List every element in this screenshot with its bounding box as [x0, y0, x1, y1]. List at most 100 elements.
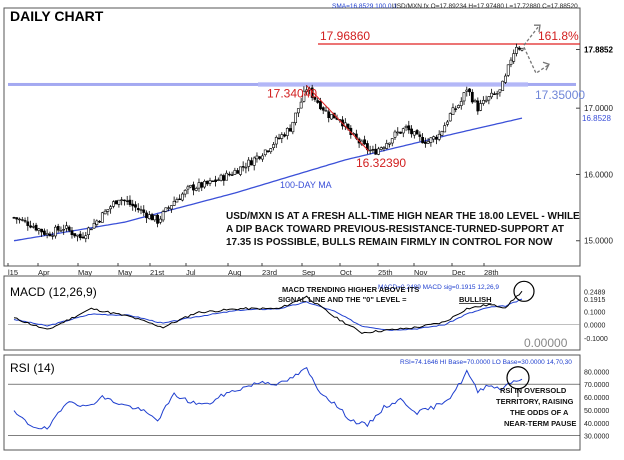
- candle-body: [125, 200, 129, 202]
- forecast-arrow-up: [523, 26, 539, 46]
- macd-title: MACD (12,26,9): [10, 285, 97, 299]
- x-axis-label: Nov: [414, 268, 428, 277]
- macd-panel-frame: [3, 275, 581, 351]
- candle-body: [266, 150, 270, 152]
- chart-title: DAILY CHART: [10, 8, 104, 24]
- candle-body: [18, 218, 21, 221]
- candle-body: [393, 131, 397, 138]
- rsi-annotation-line: NEAR-TERM PAUSE: [504, 419, 576, 428]
- candle-body: [62, 229, 66, 231]
- candle-body: [377, 148, 380, 155]
- candle-body: [396, 131, 400, 134]
- candle-body: [321, 107, 325, 111]
- candle-body: [255, 155, 259, 160]
- candle-body: [236, 170, 240, 174]
- candle-body: [12, 217, 16, 219]
- candle-body: [158, 218, 162, 223]
- candle-body: [252, 157, 256, 166]
- x-axis-label: 28th: [484, 268, 499, 277]
- candle-body: [230, 174, 234, 176]
- rsi-annotation-line: THE ODDS OF A: [510, 408, 569, 417]
- candle-body: [145, 212, 148, 219]
- price-y-tick-label: 15.0000: [584, 237, 613, 246]
- rsi-readout: RSI=74.1646 HI Base=70.0000 LO Base=30.0…: [400, 359, 572, 366]
- candle-body: [418, 134, 422, 137]
- candle-body: [407, 125, 411, 131]
- candle-body: [114, 200, 118, 205]
- sma-readout: SMA=16.8529 100,0,1: [332, 3, 397, 10]
- candle-body: [299, 101, 303, 109]
- candle-body: [390, 138, 394, 144]
- candle-body: [316, 100, 320, 103]
- x-axis-label: 21st: [150, 268, 165, 277]
- candle-body: [181, 193, 184, 201]
- candle-body: [87, 227, 90, 236]
- candle-body: [272, 144, 275, 148]
- macd-readout: MACD=0.2489 MACD sig=0.1915 12,26,9: [378, 284, 499, 291]
- candle-body: [476, 100, 480, 112]
- candle-body: [142, 209, 146, 213]
- commentary-line: A DIP BACK TOWARD PREVIOUS-RESISTANCE-TU…: [226, 224, 564, 235]
- candle-body: [51, 235, 55, 237]
- candle-body: [45, 232, 49, 236]
- candle-body: [401, 128, 405, 134]
- x-axis-label: Dec: [452, 268, 466, 277]
- x-axis-label: May: [118, 268, 132, 277]
- candle-body: [280, 134, 284, 139]
- x-axis-label: Sep: [302, 268, 315, 277]
- macd-line: [13, 290, 523, 334]
- candle-body: [164, 207, 168, 212]
- candle-body: [26, 221, 30, 226]
- rsi-annotation-line: RSI IN OVERSOLD: [500, 386, 567, 395]
- forecast-arrowhead-dip: [542, 61, 550, 71]
- candle-body: [504, 75, 507, 83]
- candle-body: [186, 186, 190, 190]
- candle-body: [78, 233, 82, 239]
- prior-low-label: 16.32390: [356, 156, 406, 170]
- candle-body: [330, 114, 333, 120]
- candle-body: [371, 149, 375, 151]
- x-axis-label: Jul: [186, 268, 196, 277]
- macd-y-tick-label: 0.1915: [584, 297, 606, 304]
- price-y-tick-label: 16.0000: [584, 170, 613, 179]
- candle-body: [183, 189, 187, 195]
- candle-body: [37, 228, 41, 231]
- candle-body: [227, 173, 231, 176]
- candle-body: [512, 53, 516, 62]
- candle-body: [194, 188, 198, 191]
- candle-body: [296, 108, 300, 114]
- candle-body: [410, 128, 413, 135]
- candle-body: [274, 137, 278, 145]
- quote-readout: USD/MXN.fx O=17.89234 H=17.97480 L=17.72…: [392, 3, 578, 10]
- candle-body: [134, 204, 137, 208]
- fib-extension-label: 161.8%: [538, 29, 579, 43]
- candle-body: [319, 100, 322, 110]
- candle-body: [470, 91, 474, 103]
- candle-body: [305, 89, 309, 92]
- candle-body: [481, 100, 485, 104]
- candle-body: [291, 121, 295, 133]
- candle-body: [111, 201, 115, 207]
- candle-body: [423, 141, 427, 144]
- candle-body: [415, 130, 419, 135]
- candle-body: [225, 172, 228, 181]
- macd-y-tick-label: 0.2489: [584, 289, 606, 296]
- candle-body: [128, 199, 132, 205]
- candle-body: [222, 175, 226, 181]
- candle-body: [169, 205, 173, 210]
- candle-body: [465, 89, 469, 92]
- candle-body: [501, 80, 505, 91]
- candle-body: [435, 136, 438, 140]
- rsi-y-tick-label: 50.0000: [584, 408, 609, 415]
- macd-annotation-bullish: BULLISH: [459, 295, 492, 304]
- candle-body: [327, 111, 331, 119]
- ma-label: 100-DAY MA: [280, 180, 332, 190]
- candle-body: [388, 142, 391, 145]
- candle-body: [399, 131, 402, 134]
- candle-body: [150, 214, 154, 221]
- candle-body: [175, 199, 179, 203]
- candle-body: [131, 203, 135, 207]
- candle-body: [263, 149, 267, 156]
